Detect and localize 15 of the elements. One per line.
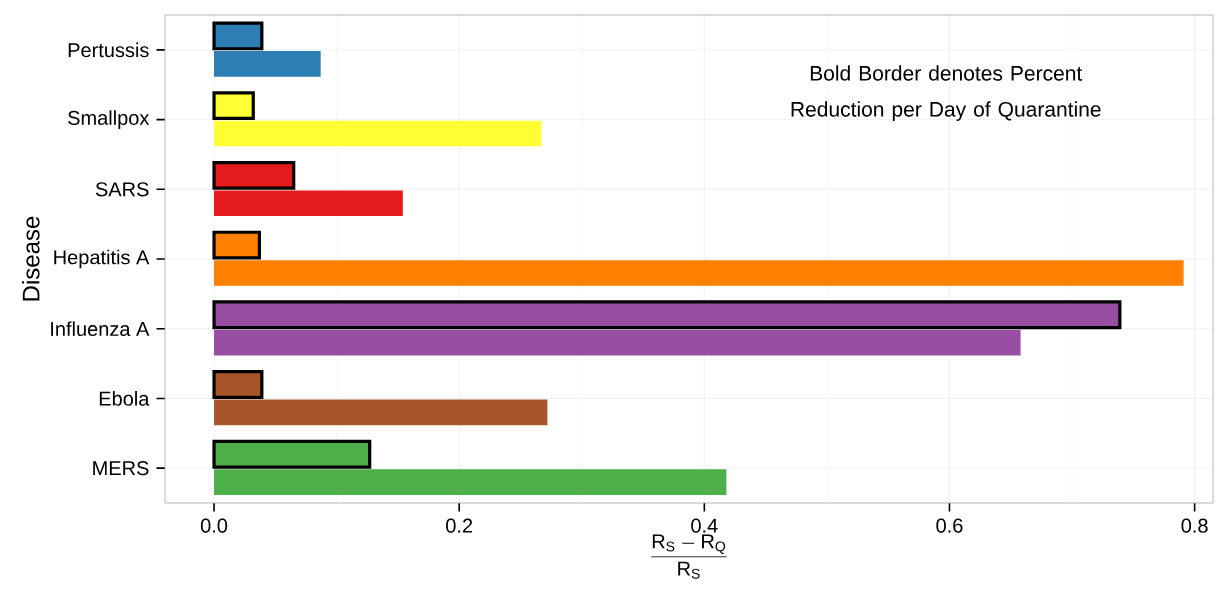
y-axis-title: Disease [21, 216, 40, 301]
x-tick-label: 0.0 [200, 518, 228, 533]
x-tick-label: 0.2 [446, 518, 473, 533]
x-axis-title: $\frac{\mathsf{R_S - R_Q}}{\mathsf{R_S}}$ [651, 534, 727, 579]
annotation: Bold Border denotes Percent Reduction per Day of Quarantine [791, 65, 1101, 121]
x-tick-label: 0.6 [936, 518, 963, 533]
x-tick-label: 0.8 [1181, 518, 1208, 533]
y-tick-label: MERS [93, 461, 149, 476]
x-tick-label: 0.4 [691, 518, 718, 533]
y-tick-label: SARS [95, 182, 149, 197]
y-tick-label: Pertussis [68, 42, 149, 58]
y-tick-label: Ebola [99, 391, 150, 406]
y-tick-label: Hepatitis A [54, 249, 150, 269]
y-tick-label: Influenza A [51, 321, 150, 337]
y-tick-label: Smallpox [68, 110, 150, 129]
